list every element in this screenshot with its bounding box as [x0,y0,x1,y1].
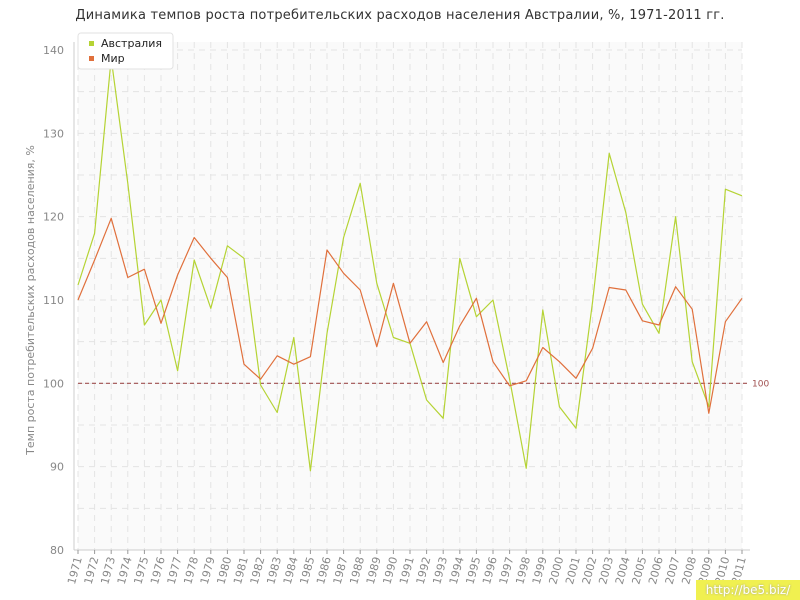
series-line-2 [77,217,743,414]
legend-entry: Австралия [101,37,162,50]
grid [77,42,743,551]
y-tick-label: 120 [43,211,64,224]
y-axis-label: Темп роста потребительских расходов насе… [24,145,37,456]
y-tick-label: 90 [50,461,64,474]
series-group [77,57,743,472]
reference-line-group: 100 [78,379,769,389]
legend-marker [89,41,94,46]
y-tick-label: 80 [50,544,64,557]
reference-line-label: 100 [752,379,769,389]
chart-title: Динамика темпов роста потребительских ра… [75,8,725,23]
legend-box [77,32,174,70]
y-tick-label: 100 [43,377,64,390]
y-tick-label: 110 [43,294,64,307]
y-tick-label: 140 [43,44,64,57]
legend: Австралия Мир [77,32,174,70]
legend-entry: Мир [101,52,125,65]
y-tick-label: 130 [43,127,64,140]
watermark[interactable]: http://be5.biz/ [696,580,800,600]
legend-marker [89,56,94,61]
